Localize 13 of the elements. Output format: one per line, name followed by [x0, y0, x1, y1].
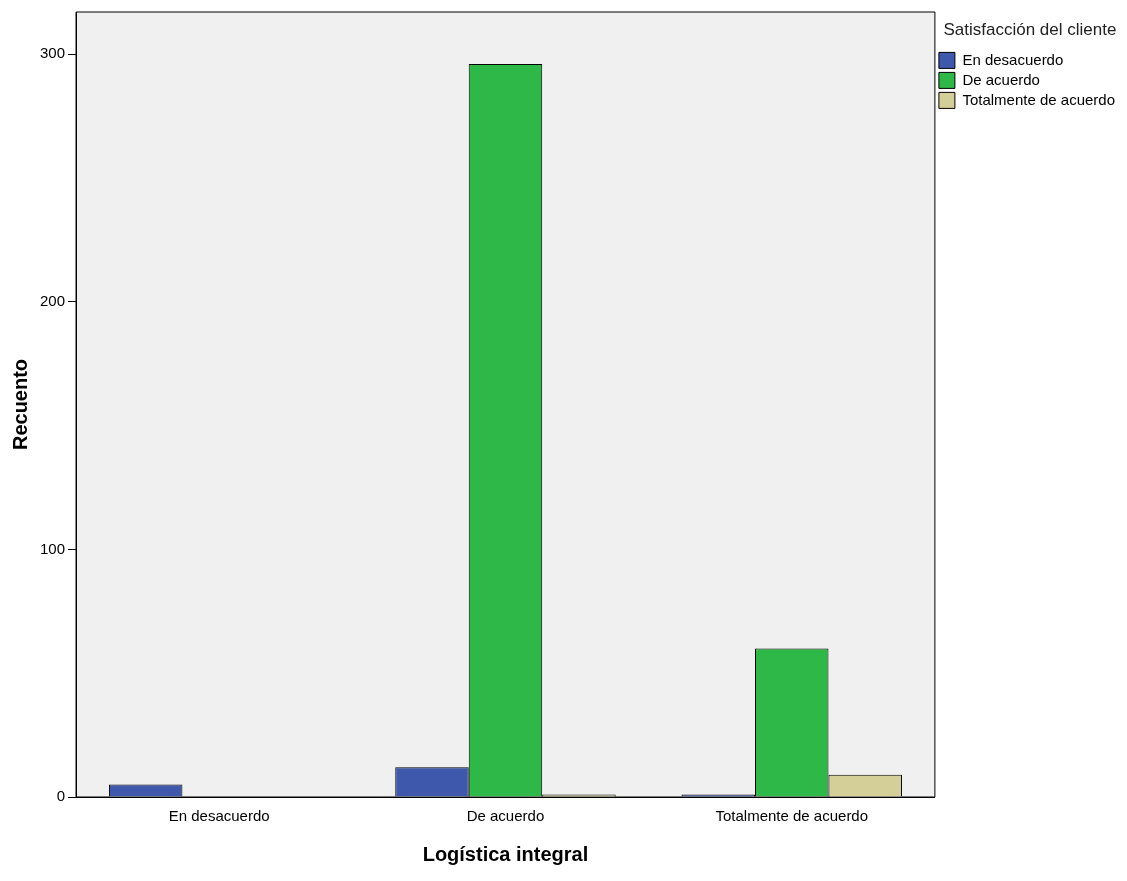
- legend-label: Totalmente de acuerdo: [962, 90, 1116, 108]
- y-tick-label: 0: [56, 787, 66, 805]
- x-tick-label: En desacuerdo: [168, 807, 270, 825]
- legend-label: De acuerdo: [962, 70, 1040, 88]
- x-axis-title: Logística integral: [422, 842, 589, 865]
- legend-label: En desacuerdo: [962, 50, 1064, 68]
- y-tick-label: 100: [40, 539, 66, 557]
- y-axis-title: Recuento: [8, 358, 31, 451]
- x-tick-label: Totalmente de acuerdo: [715, 807, 869, 825]
- legend-title: Satisfacción del cliente: [943, 20, 1117, 40]
- y-tick-label: 200: [40, 291, 66, 309]
- x-tick-label: De acuerdo: [466, 807, 545, 825]
- y-tick-label: 300: [40, 44, 66, 62]
